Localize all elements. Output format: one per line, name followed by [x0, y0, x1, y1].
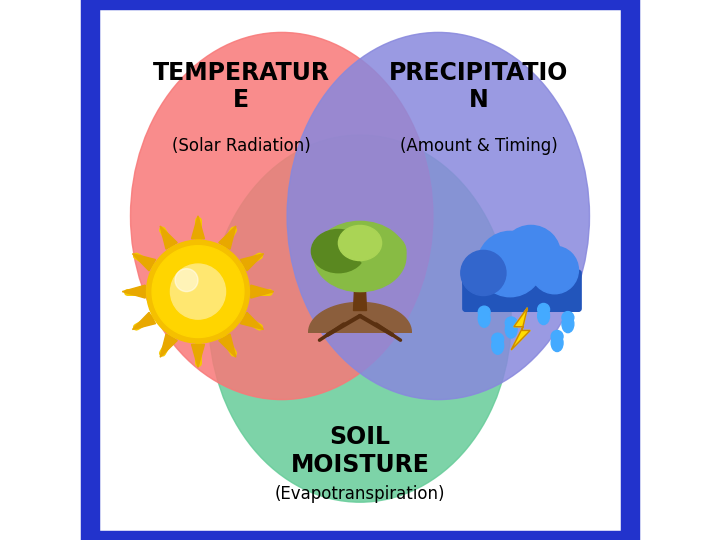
- Polygon shape: [160, 226, 177, 249]
- Ellipse shape: [314, 221, 406, 292]
- Polygon shape: [251, 285, 274, 298]
- Polygon shape: [192, 216, 204, 239]
- Ellipse shape: [130, 32, 433, 400]
- Polygon shape: [122, 285, 145, 298]
- Circle shape: [147, 240, 249, 343]
- Circle shape: [501, 226, 561, 285]
- Circle shape: [492, 333, 504, 345]
- Circle shape: [152, 246, 244, 338]
- Polygon shape: [354, 275, 366, 310]
- Text: SOIL
MOISTURE: SOIL MOISTURE: [291, 425, 429, 477]
- Ellipse shape: [311, 230, 365, 273]
- Polygon shape: [132, 254, 156, 271]
- Circle shape: [461, 251, 506, 295]
- Polygon shape: [511, 308, 530, 350]
- Circle shape: [562, 312, 574, 323]
- FancyBboxPatch shape: [463, 270, 581, 311]
- Circle shape: [490, 238, 554, 302]
- Circle shape: [478, 306, 490, 318]
- Polygon shape: [219, 334, 236, 357]
- Text: PRECIPITATIO
N: PRECIPITATIO N: [389, 60, 569, 112]
- Circle shape: [531, 246, 578, 294]
- Text: (Evapotranspiration): (Evapotranspiration): [275, 485, 445, 503]
- Text: (Amount & Timing): (Amount & Timing): [400, 137, 558, 155]
- Ellipse shape: [209, 135, 511, 502]
- Polygon shape: [160, 334, 177, 357]
- Ellipse shape: [492, 337, 504, 354]
- Text: (Solar Radiation): (Solar Radiation): [172, 137, 310, 155]
- Polygon shape: [219, 226, 236, 249]
- Ellipse shape: [551, 334, 563, 352]
- Ellipse shape: [338, 226, 382, 261]
- Ellipse shape: [287, 32, 590, 400]
- Polygon shape: [132, 312, 156, 329]
- Circle shape: [462, 252, 516, 306]
- Text: TEMPERATUR
E: TEMPERATUR E: [153, 60, 330, 112]
- Polygon shape: [240, 254, 264, 271]
- Ellipse shape: [357, 232, 406, 270]
- Ellipse shape: [562, 315, 574, 333]
- Circle shape: [538, 303, 549, 315]
- Circle shape: [171, 264, 225, 319]
- Circle shape: [477, 231, 543, 297]
- Polygon shape: [192, 345, 204, 367]
- Circle shape: [531, 255, 578, 302]
- Ellipse shape: [505, 321, 517, 338]
- Circle shape: [505, 317, 517, 329]
- Ellipse shape: [478, 310, 490, 327]
- Ellipse shape: [538, 307, 549, 325]
- Circle shape: [551, 330, 563, 342]
- Polygon shape: [240, 312, 264, 329]
- Polygon shape: [309, 302, 411, 332]
- Circle shape: [175, 268, 198, 292]
